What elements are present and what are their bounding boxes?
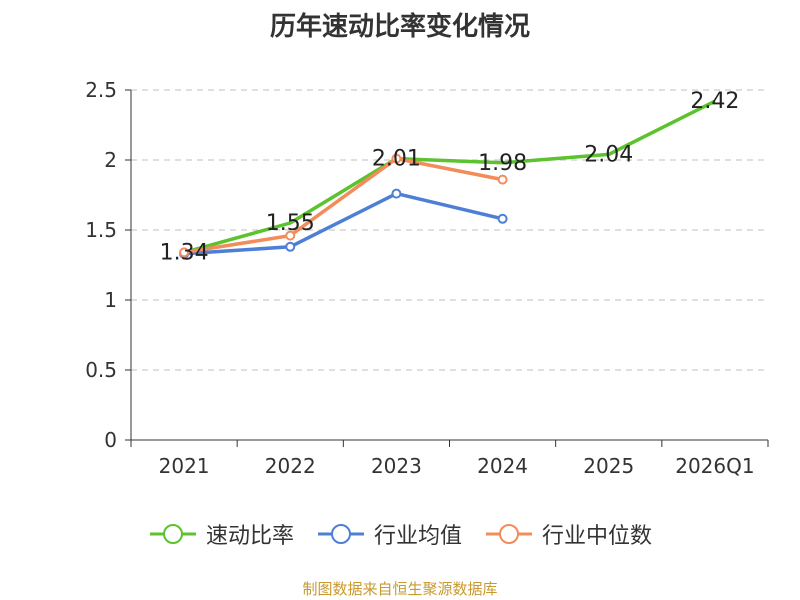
grid-lines xyxy=(131,89,768,371)
y-tick-label: 1.5 xyxy=(85,218,117,242)
data-point xyxy=(285,241,296,252)
axes: 0 0.5 1 1.5 2 2.5 2021 2022 2023 2024 2025 2026Q1 xyxy=(85,78,769,478)
data-label: 2.04 xyxy=(584,142,633,167)
y-tick-label: 1 xyxy=(104,288,117,312)
series-line xyxy=(183,99,716,255)
legend-item-industry-median[interactable]: 行业中位数 xyxy=(484,518,652,550)
data-point xyxy=(497,174,508,185)
data-point xyxy=(391,188,402,199)
y-tick-label: 2 xyxy=(104,148,117,172)
series xyxy=(179,99,716,259)
x-tick-label: 2025 xyxy=(583,454,634,478)
series-2 xyxy=(179,153,508,258)
data-label: 2.01 xyxy=(372,147,421,172)
data-point xyxy=(179,247,190,258)
y-tick-label: 0.5 xyxy=(85,358,117,382)
legend-label: 行业中位数 xyxy=(542,524,653,549)
x-tick-label: 2022 xyxy=(265,454,316,478)
series-line xyxy=(183,156,503,255)
y-tick-label: 0 xyxy=(104,428,117,452)
legend-line-icon xyxy=(149,524,196,544)
legend-item-quick-ratio[interactable]: 速动比率 xyxy=(148,518,294,550)
legend-label: 行业均值 xyxy=(373,524,462,549)
series-line xyxy=(183,191,503,256)
x-tick-label: 2024 xyxy=(477,454,528,478)
series-0 xyxy=(183,99,716,255)
data-label: 2.42 xyxy=(690,89,739,114)
y-tick-label: 2.5 xyxy=(85,78,117,102)
x-tick-label: 2021 xyxy=(159,454,210,478)
series-1 xyxy=(179,188,508,259)
legend-label: 速动比率 xyxy=(205,524,294,549)
data-point xyxy=(497,213,508,224)
data-point xyxy=(391,153,402,164)
legend: 速动比率 行业均值 行业中位数 xyxy=(0,518,800,550)
legend-line-icon xyxy=(317,524,364,544)
data-label: 1.55 xyxy=(266,211,315,236)
legend-item-industry-mean[interactable]: 行业均值 xyxy=(316,518,462,550)
data-label: 1.34 xyxy=(160,240,209,265)
data-point xyxy=(285,230,296,241)
data-source-note: 制图数据来自恒生聚源数据库 xyxy=(302,580,498,598)
chart-title: 历年速动比率变化情况 xyxy=(269,12,530,42)
data-labels: 1.34 1.55 2.01 1.98 2.04 2.42 xyxy=(160,89,740,265)
x-tick-label: 2026Q1 xyxy=(675,454,754,478)
legend-line-icon xyxy=(486,524,532,544)
data-label: 1.98 xyxy=(478,151,527,176)
x-tick-label: 2023 xyxy=(371,454,422,478)
